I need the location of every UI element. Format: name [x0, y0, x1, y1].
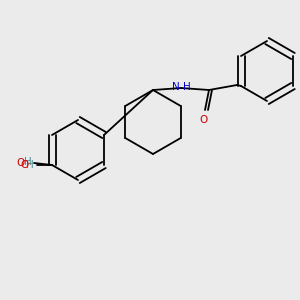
Text: N: N: [172, 82, 180, 92]
Text: O: O: [200, 115, 208, 125]
Text: H: H: [26, 160, 34, 170]
Text: H: H: [24, 157, 32, 167]
Text: H: H: [183, 82, 191, 92]
Text: O: O: [17, 158, 25, 168]
Text: O: O: [21, 160, 29, 170]
